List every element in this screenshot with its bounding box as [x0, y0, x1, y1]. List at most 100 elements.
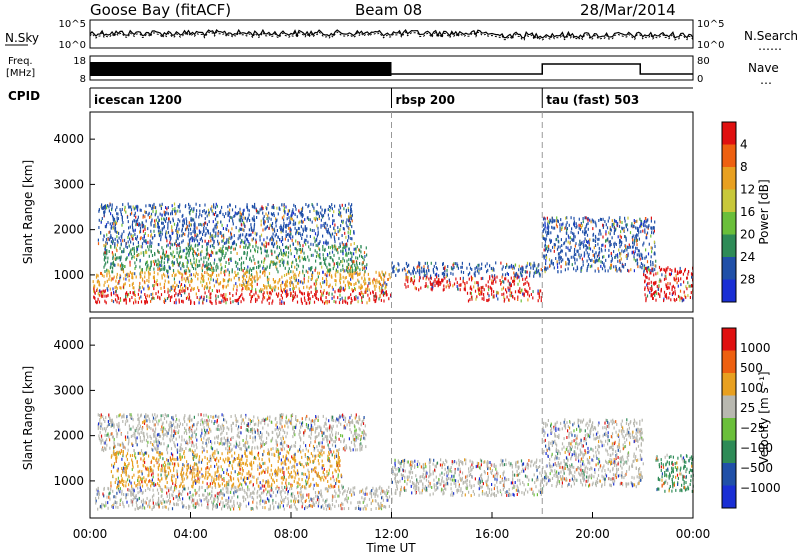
scatter-cell: [342, 260, 343, 263]
scatter-cell: [174, 203, 175, 206]
scatter-cell: [262, 212, 263, 215]
scatter-cell: [301, 214, 302, 217]
scatter-cell: [248, 246, 249, 249]
scatter-cell: [214, 259, 215, 262]
scatter-cell: [617, 253, 618, 256]
scatter-cell: [565, 268, 566, 271]
scatter-cell: [603, 264, 604, 267]
scatter-cell: [210, 293, 211, 296]
scatter-cell: [609, 244, 610, 247]
scatter-cell: [98, 226, 99, 229]
scatter-cell: [362, 261, 363, 264]
scatter-cell: [519, 265, 520, 268]
scatter-cell: [333, 227, 334, 230]
scatter-cell: [637, 247, 638, 250]
scatter-cell: [318, 491, 319, 494]
scatter-cell: [137, 499, 138, 502]
scatter-cell: [598, 219, 599, 222]
scatter-cell: [285, 282, 286, 285]
scatter-cell: [155, 213, 156, 216]
scatter-cell: [128, 504, 129, 507]
scatter-cell: [624, 217, 625, 220]
scatter-cell: [252, 281, 253, 284]
scatter-cell: [152, 284, 153, 287]
scatter-cell: [220, 250, 221, 253]
scatter-cell: [341, 215, 342, 218]
y-tick-label: 4000: [53, 132, 84, 146]
scatter-cell: [514, 277, 515, 280]
scatter-cell: [664, 278, 665, 281]
scatter-cell: [343, 227, 344, 230]
scatter-cell: [318, 254, 319, 257]
scatter-cell: [272, 488, 273, 491]
scatter-cell: [311, 254, 312, 257]
scatter-cell: [225, 212, 226, 215]
scatter-cell: [222, 294, 223, 297]
scatter-cell: [647, 271, 648, 274]
scatter-cell: [364, 274, 365, 277]
scatter-cell: [350, 205, 351, 208]
scatter-cell: [691, 276, 692, 279]
scatter-cell: [578, 253, 579, 256]
scatter-cell: [574, 248, 575, 251]
scatter-cell: [133, 234, 134, 237]
scatter-cell: [191, 501, 192, 504]
scatter-cell: [235, 282, 236, 285]
scatter-cell: [289, 209, 290, 212]
scatter-cell: [581, 254, 582, 257]
scatter-cell: [636, 220, 637, 223]
scatter-cell: [328, 270, 329, 273]
scatter-cell: [150, 266, 151, 269]
scatter-cell: [489, 275, 490, 278]
scatter-cell: [222, 224, 223, 227]
scatter-cell: [226, 261, 227, 264]
scatter-cell: [221, 240, 222, 243]
scatter-cell: [118, 256, 119, 259]
scatter-cell: [565, 262, 566, 265]
scatter-cell: [223, 239, 224, 242]
scatter-cell: [183, 232, 184, 235]
scatter-cell: [116, 276, 117, 279]
scatter-cell: [363, 280, 364, 283]
scatter-cell: [635, 250, 636, 253]
scatter-cell: [654, 268, 655, 271]
scatter-cell: [336, 500, 337, 503]
scatter-cell: [295, 232, 296, 235]
scatter-cell: [226, 238, 227, 241]
scatter-cell: [207, 229, 208, 232]
scatter-cell: [302, 505, 303, 508]
scatter-cell: [554, 243, 555, 246]
scatter-cell: [234, 276, 235, 279]
scatter-cell: [131, 235, 132, 238]
scatter-cell: [607, 238, 608, 241]
scatter-cell: [316, 501, 317, 504]
scatter-cell: [443, 272, 444, 275]
scatter-cell: [383, 294, 384, 297]
scatter-cell: [579, 247, 580, 250]
scatter-cell: [146, 279, 147, 282]
scatter-cell: [323, 507, 324, 510]
scatter-cell: [135, 294, 136, 297]
scatter-cell: [349, 296, 350, 299]
scatter-cell: [118, 232, 119, 235]
scatter-cell: [384, 491, 385, 494]
scatter-cell: [222, 492, 223, 495]
scatter-cell: [523, 283, 524, 286]
scatter-cell: [216, 223, 217, 226]
scatter-cell: [160, 287, 161, 290]
scatter-cell: [315, 294, 316, 297]
scatter-cell: [649, 243, 650, 246]
scatter-cell: [256, 272, 257, 275]
scatter-cell: [381, 284, 382, 287]
scatter-cell: [105, 262, 106, 265]
scatter-cell: [654, 252, 655, 255]
scatter-cell: [214, 213, 215, 216]
scatter-cell: [368, 278, 369, 281]
scatter-cell: [312, 221, 313, 224]
scatter-cell: [334, 279, 335, 282]
scatter-cell: [666, 268, 667, 271]
scatter-cell: [632, 241, 633, 244]
scatter-cell: [162, 268, 163, 271]
scatter-cell: [213, 269, 214, 272]
scatter-cell: [186, 222, 187, 225]
